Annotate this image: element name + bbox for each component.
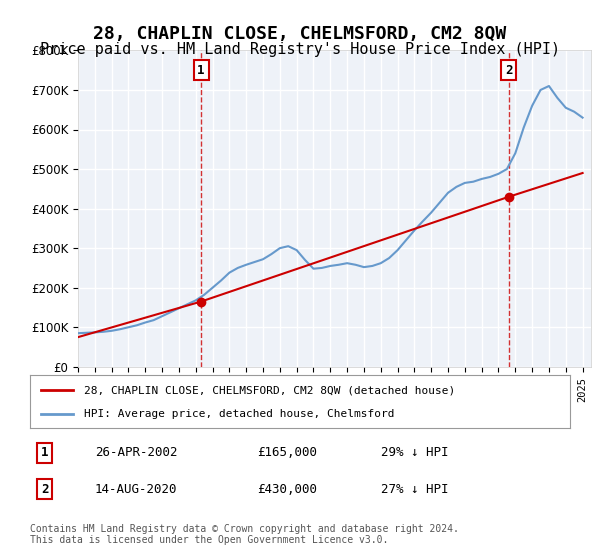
- Text: 1: 1: [41, 446, 48, 459]
- Text: 27% ↓ HPI: 27% ↓ HPI: [381, 483, 449, 496]
- Text: £430,000: £430,000: [257, 483, 317, 496]
- Text: HPI: Average price, detached house, Chelmsford: HPI: Average price, detached house, Chel…: [84, 408, 395, 418]
- Text: 26-APR-2002: 26-APR-2002: [95, 446, 178, 459]
- Text: 28, CHAPLIN CLOSE, CHELMSFORD, CM2 8QW: 28, CHAPLIN CLOSE, CHELMSFORD, CM2 8QW: [94, 25, 506, 43]
- Text: 29% ↓ HPI: 29% ↓ HPI: [381, 446, 449, 459]
- Text: 1: 1: [197, 64, 205, 77]
- Text: 2: 2: [41, 483, 48, 496]
- Text: 14-AUG-2020: 14-AUG-2020: [95, 483, 178, 496]
- Text: Contains HM Land Registry data © Crown copyright and database right 2024.
This d: Contains HM Land Registry data © Crown c…: [30, 524, 459, 545]
- Text: £165,000: £165,000: [257, 446, 317, 459]
- Text: Price paid vs. HM Land Registry's House Price Index (HPI): Price paid vs. HM Land Registry's House …: [40, 42, 560, 57]
- Text: 2: 2: [505, 64, 512, 77]
- Text: 28, CHAPLIN CLOSE, CHELMSFORD, CM2 8QW (detached house): 28, CHAPLIN CLOSE, CHELMSFORD, CM2 8QW (…: [84, 385, 455, 395]
